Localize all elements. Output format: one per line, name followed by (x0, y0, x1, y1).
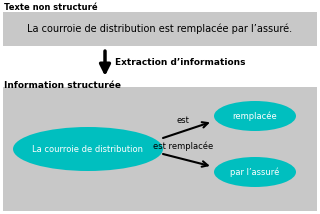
Text: Information structurée: Information structurée (4, 81, 121, 90)
Text: Extraction d’informations: Extraction d’informations (115, 58, 245, 67)
Text: par l’assuré: par l’assuré (230, 167, 280, 177)
Text: La courroie de distribution est remplacée par l’assuré.: La courroie de distribution est remplacé… (28, 24, 292, 34)
FancyBboxPatch shape (3, 12, 317, 46)
Ellipse shape (13, 127, 163, 171)
Text: est: est (177, 116, 189, 125)
Ellipse shape (214, 101, 296, 131)
Text: La courroie de distribution: La courroie de distribution (33, 144, 143, 153)
Text: Texte non structuré: Texte non structuré (4, 3, 98, 12)
Text: est remplacée: est remplacée (153, 141, 213, 151)
Ellipse shape (214, 157, 296, 187)
Text: remplacée: remplacée (233, 111, 277, 121)
FancyBboxPatch shape (3, 87, 317, 211)
